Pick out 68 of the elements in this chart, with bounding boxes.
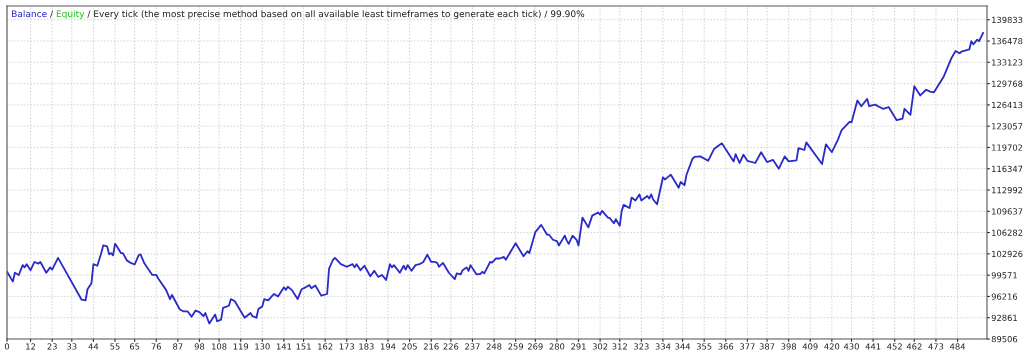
x-tick-label: 484 bbox=[950, 343, 966, 350]
y-tick-label: 129768 bbox=[992, 80, 1023, 87]
legend-label: Equity bbox=[56, 10, 85, 19]
y-tick-label: 89506 bbox=[991, 335, 1018, 343]
x-tick-label: 151 bbox=[296, 343, 311, 350]
x-tick-label: 33 bbox=[67, 343, 77, 350]
x-tick-label: 344 bbox=[675, 343, 691, 350]
x-tick-label: 183 bbox=[359, 343, 374, 350]
chart-title: Every tick (the most precise method based on all available least timeframes to generate each tick) / 99.90% bbox=[94, 10, 585, 19]
x-tick-label: 387 bbox=[759, 343, 775, 350]
x-tick-label: 420 bbox=[824, 343, 840, 350]
x-tick-label: 55 bbox=[110, 343, 120, 350]
x-tick-label: 248 bbox=[486, 343, 502, 350]
x-tick-label: 237 bbox=[465, 343, 480, 350]
x-tick-label: 119 bbox=[233, 343, 249, 350]
x-tick-label: 87 bbox=[173, 343, 183, 350]
x-tick-label: 108 bbox=[212, 343, 227, 350]
x-tick-label: 216 bbox=[423, 343, 439, 350]
y-tick-label: 106282 bbox=[992, 229, 1023, 236]
x-tick-label: 334 bbox=[655, 343, 671, 350]
x-tick-label: 0 bbox=[4, 343, 10, 350]
y-tick-label: 123057 bbox=[992, 123, 1023, 130]
y-tick-label: 102926 bbox=[992, 250, 1023, 258]
x-tick-label: 302 bbox=[592, 343, 608, 350]
y-tick-label: 136478 bbox=[992, 38, 1023, 45]
y-tick-label: 96216 bbox=[991, 293, 1018, 300]
x-tick-label: 205 bbox=[402, 343, 417, 350]
x-tick-label: 65 bbox=[129, 343, 140, 350]
y-tick-label: 116347 bbox=[992, 165, 1023, 173]
x-tick-label: 355 bbox=[696, 343, 712, 350]
annotation: / bbox=[87, 10, 91, 18]
y-tick-label: 112992 bbox=[992, 187, 1023, 194]
x-tick-label: 130 bbox=[255, 343, 270, 350]
y-tick-label: 139833 bbox=[992, 16, 1023, 24]
x-tick-label: 226 bbox=[443, 343, 459, 350]
y-tick-label: 99571 bbox=[991, 272, 1017, 279]
x-tick-label: 12 bbox=[26, 343, 36, 350]
x-tick-label: 441 bbox=[865, 343, 881, 350]
x-tick-label: 291 bbox=[571, 343, 586, 350]
x-tick-label: 162 bbox=[318, 343, 333, 350]
x-tick-label: 462 bbox=[906, 343, 922, 350]
annotation: / bbox=[50, 10, 54, 18]
x-tick-label: 76 bbox=[151, 343, 162, 350]
y-tick-label: 126413 bbox=[992, 101, 1023, 109]
x-tick-label: 366 bbox=[718, 343, 734, 350]
x-tick-label: 452 bbox=[887, 343, 902, 350]
x-tick-label: 141 bbox=[276, 343, 292, 350]
line-series bbox=[7, 32, 984, 325]
x-tick-label: 398 bbox=[781, 343, 797, 350]
x-tick-label: 173 bbox=[339, 343, 355, 350]
x-tick-label: 430 bbox=[843, 343, 859, 350]
x-tick-label: 259 bbox=[508, 343, 524, 350]
x-tick-label: 312 bbox=[612, 343, 627, 350]
x-tick-label: 377 bbox=[740, 343, 755, 350]
x-tick-label: 23 bbox=[47, 343, 57, 350]
y-tick-label: 109637 bbox=[992, 208, 1023, 215]
y-tick-label: 119702 bbox=[992, 144, 1023, 151]
x-tick-label: 323 bbox=[634, 343, 649, 350]
y-tick-label: 92861 bbox=[991, 314, 1017, 321]
x-tick-label: 409 bbox=[802, 343, 818, 350]
x-tick-label: 269 bbox=[527, 343, 543, 350]
x-tick-label: 280 bbox=[549, 343, 565, 350]
x-tick-label: 473 bbox=[928, 343, 944, 350]
y-tick-label: 133123 bbox=[992, 59, 1023, 66]
text: Balance bbox=[12, 10, 47, 18]
x-tick-label: 194 bbox=[380, 343, 396, 350]
x-tick-label: 98 bbox=[194, 343, 205, 350]
x-tick-label: 44 bbox=[88, 343, 99, 350]
